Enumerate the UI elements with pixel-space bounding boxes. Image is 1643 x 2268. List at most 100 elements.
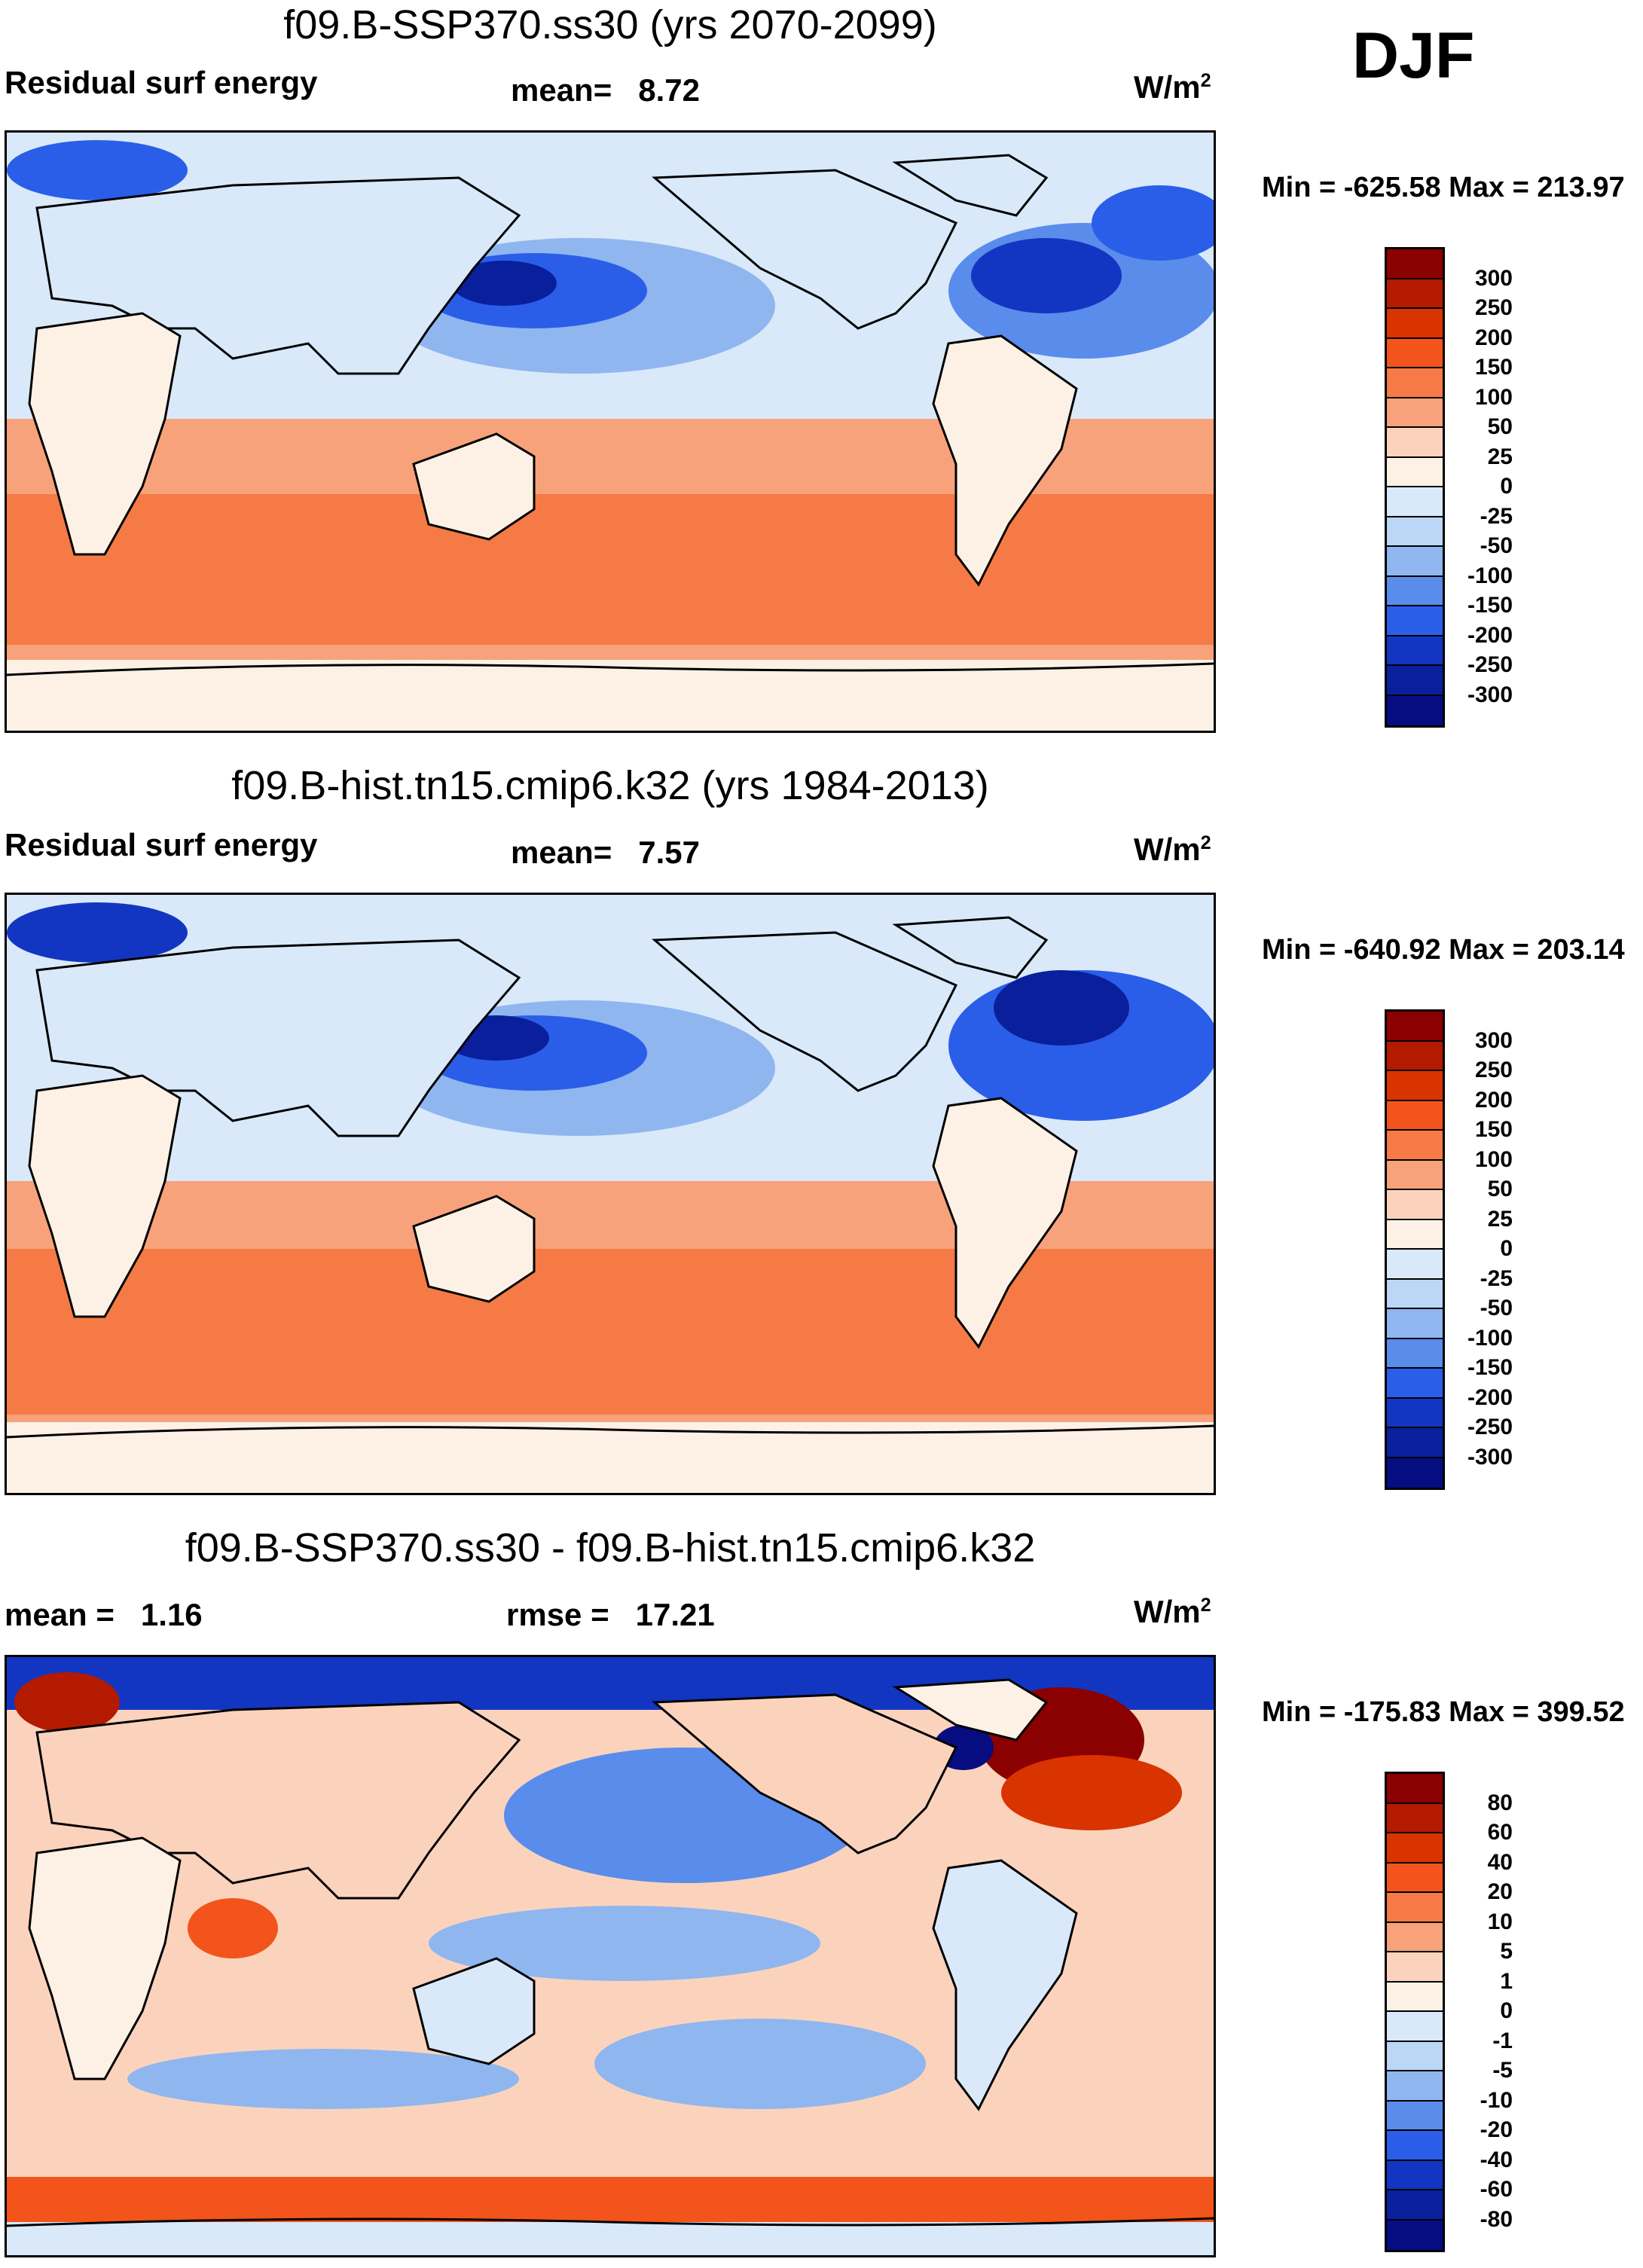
panel-3-colorbar-swatch <box>1387 1893 1443 1923</box>
panel-3-colorbar-swatch <box>1387 2131 1443 2161</box>
south-indian-cool <box>127 2049 519 2109</box>
panel-1-colorbar-tick-label: -25 <box>1480 503 1513 529</box>
panel-1-colorbar-swatch <box>1387 398 1443 428</box>
antarctic-coast <box>7 1424 1214 1439</box>
panel-2-colorbar-tick-label: 150 <box>1474 1117 1513 1142</box>
panel-3-colorbar-swatch <box>1387 1982 1443 2012</box>
panel-3-colorbar-swatch <box>1387 2071 1443 2102</box>
panel-2-colorbar-tick-label: 100 <box>1474 1146 1513 1172</box>
panel-2-colorbar-swatch <box>1387 1398 1443 1428</box>
panel-2-colorbar-tick-label: 0 <box>1500 1236 1513 1261</box>
antarctica <box>7 660 1214 731</box>
panel-2-colorbar-tick-label: 25 <box>1487 1206 1513 1232</box>
panel-3-colorbar-swatch <box>1387 2101 1443 2131</box>
panel-2-colorbar-tick-label: 300 <box>1474 1027 1513 1053</box>
panel-3-colorbar-tick-label: 60 <box>1487 1820 1513 1845</box>
panel-3-colorbar-tick-label: -80 <box>1480 2206 1513 2232</box>
panel-1-colorbar-tick-label: 150 <box>1474 355 1513 380</box>
antarctica <box>7 1422 1214 1493</box>
southern-ocean-warm <box>7 2177 1214 2222</box>
panel-1-title: f09.B-SSP370.ss30 (yrs 2070-2099) <box>283 2 937 47</box>
panel-3-colorbar-tick-label: 40 <box>1487 1849 1513 1875</box>
australia <box>412 432 536 541</box>
panel-3-units: W/m2 <box>1134 1594 1211 1629</box>
panel-3-colorbar-tick-label: -40 <box>1480 2147 1513 2172</box>
panel-3-colorbar-swatch <box>1387 2012 1443 2042</box>
panel-2-colorbar-swatch <box>1387 1219 1443 1250</box>
south-pacific-cool <box>594 2019 926 2109</box>
panel-1-colorbar-tick-label: 100 <box>1474 384 1513 410</box>
season-label: DJF <box>1352 20 1475 92</box>
southern-ocean-band <box>7 494 1214 645</box>
panel-2-colorbar-swatch <box>1387 1428 1443 1458</box>
panel-3-colorbar-tick-label: -5 <box>1492 2058 1513 2083</box>
panel-2-map <box>5 893 1216 1495</box>
panel-3-map <box>5 1655 1216 2257</box>
panel-2-colorbar-swatch <box>1387 1160 1443 1190</box>
panel-3-colorbar-tick-label: -60 <box>1480 2177 1513 2202</box>
nordic-seas <box>1092 185 1214 261</box>
panel-1-colorbar-swatch <box>1387 368 1443 398</box>
panel-1-colorbar-swatch <box>1387 428 1443 458</box>
panel-2-colorbar-swatch <box>1387 1071 1443 1101</box>
panel-1-colorbar <box>1385 247 1445 728</box>
panel-3-colorbar-tick-label: -10 <box>1480 2087 1513 2113</box>
panel-2-colorbar-swatch <box>1387 1041 1443 1071</box>
barents-warm <box>14 1672 120 1732</box>
panel-1-colorbar-swatch <box>1387 666 1443 696</box>
panel-2-title: f09.B-hist.tn15.cmip6.k32 (yrs 1984-2013… <box>231 763 989 808</box>
south-america <box>932 1859 1078 2111</box>
panel-1-colorbar-tick-label: -300 <box>1467 682 1513 707</box>
panel-2-colorbar <box>1385 1009 1445 1490</box>
africa <box>28 312 182 556</box>
panel-3-colorbar-tick-label: -20 <box>1480 2117 1513 2142</box>
panel-1-colorbar-swatch <box>1387 457 1443 487</box>
panel-3-colorbar-swatch <box>1387 1774 1443 1804</box>
panel-2-colorbar-swatch <box>1387 1250 1443 1280</box>
south-america <box>932 1097 1078 1349</box>
australia <box>412 1957 536 2065</box>
panel-1-colorbar-swatch <box>1387 576 1443 606</box>
tropical-pacific-cool <box>429 1906 820 1981</box>
panel-1-colorbar-swatch <box>1387 606 1443 636</box>
panel-3-colorbar-swatch <box>1387 1922 1443 1952</box>
arabian-sea-warm <box>188 1898 278 1958</box>
panel-3-colorbar-tick-label: 0 <box>1500 1998 1513 2023</box>
panel-3-mean: mean = 1.16 <box>5 1597 203 1632</box>
panel-3-colorbar-tick-label: -1 <box>1492 2028 1513 2053</box>
panel-3-map-svg <box>7 1657 1214 2255</box>
panel-2-colorbar-tick-label: -50 <box>1480 1296 1513 1320</box>
panel-2-colorbar-tick-label: 200 <box>1474 1087 1513 1113</box>
africa <box>28 1836 182 2080</box>
north-america <box>652 1693 958 1854</box>
panel-2-colorbar-tick-label: -200 <box>1467 1384 1513 1410</box>
north-america <box>652 169 958 330</box>
north-america <box>652 931 958 1092</box>
greenland <box>892 154 1049 217</box>
antarctic-coast <box>7 2217 1214 2227</box>
panel-1-colorbar-swatch <box>1387 517 1443 547</box>
panel-2-colorbar-swatch <box>1387 1279 1443 1309</box>
panel-1-map <box>5 130 1216 733</box>
panel-1-colorbar-tick-label: 250 <box>1474 295 1513 320</box>
panel-2-minmax: Min = -640.92 Max = 203.14 <box>1262 934 1625 966</box>
panel-1-colorbar-swatch <box>1387 249 1443 279</box>
panel-2-mean: mean= 7.57 <box>511 835 700 870</box>
panel-3-colorbar-swatch <box>1387 2220 1443 2250</box>
panel-3-title: f09.B-SSP370.ss30 - f09.B-hist.tn15.cmip… <box>185 1525 1036 1571</box>
panel-2-colorbar-tick-label: 50 <box>1487 1177 1513 1201</box>
panel-1-colorbar-swatch <box>1387 338 1443 368</box>
panel-1-colorbar-swatch <box>1387 547 1443 577</box>
panel-3-colorbar-swatch <box>1387 1863 1443 1893</box>
panel-3-colorbar <box>1385 1772 1445 2252</box>
barents-sea <box>7 140 188 200</box>
panel-1-left-label: Residual surf energy <box>5 65 318 100</box>
australia <box>412 1195 536 1303</box>
panel-3-colorbar-tick-label: 80 <box>1487 1790 1513 1815</box>
panel-2-colorbar-swatch <box>1387 1190 1443 1220</box>
panel-1-units: W/m2 <box>1134 69 1211 105</box>
panel-3-colorbar-swatch <box>1387 1803 1443 1833</box>
panel-1-map-svg <box>7 133 1214 731</box>
panel-1-colorbar-tick-label: 200 <box>1474 325 1513 350</box>
panel-1-minmax: Min = -625.58 Max = 213.97 <box>1262 172 1625 203</box>
